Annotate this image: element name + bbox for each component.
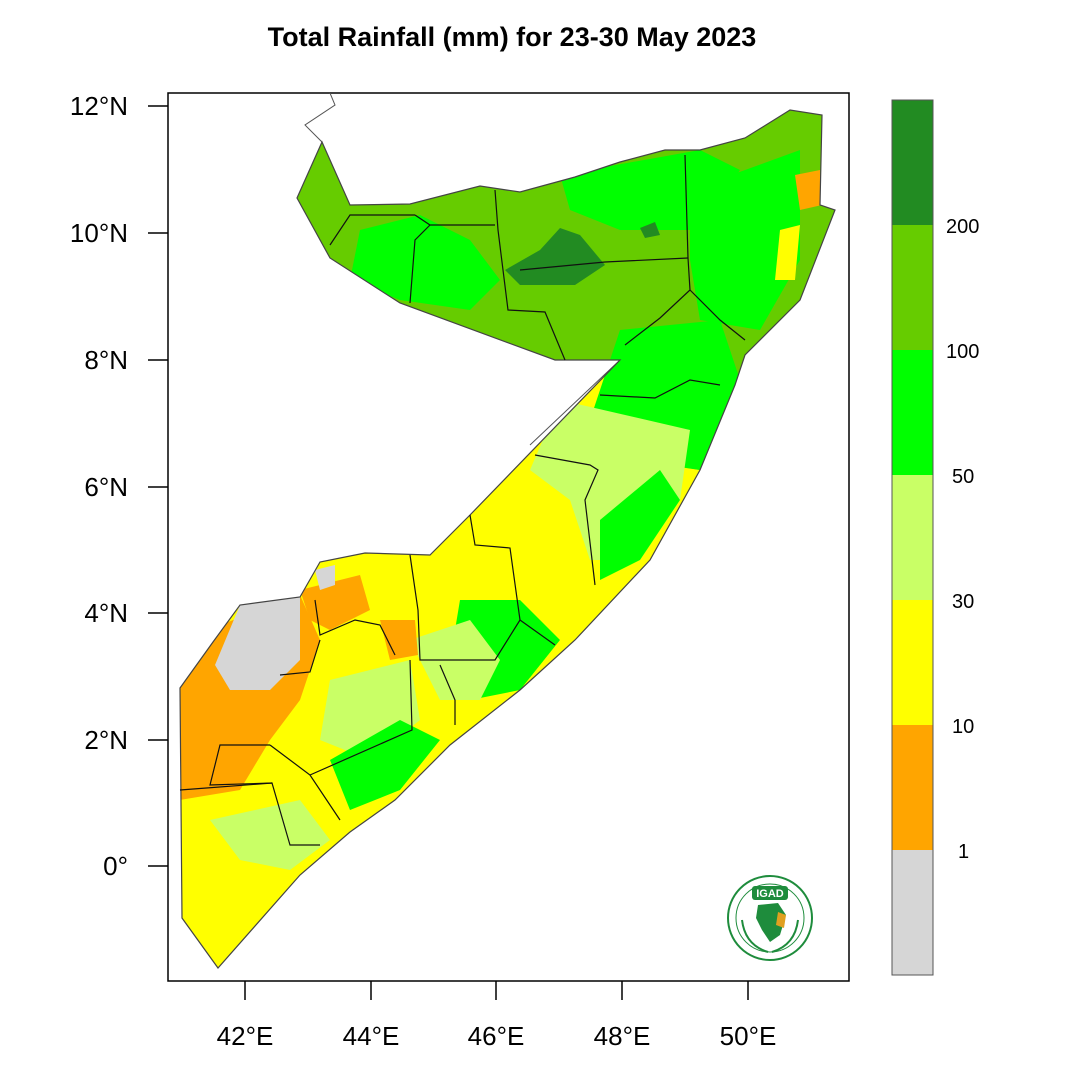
- legend-swatch: [892, 725, 933, 850]
- rain-zone-50-100-lower-shabelle: [330, 720, 440, 810]
- rain-zone-50-100-northwest: [350, 215, 500, 310]
- rain-zone-50-100-northeast: [690, 150, 800, 330]
- legend: 1 10 30 50 100 200: [891, 99, 979, 976]
- rain-zone-30-50-juba: [210, 800, 330, 870]
- lon-tick-label: 48°E: [594, 1021, 651, 1051]
- lat-tick-label: 0°: [103, 851, 128, 881]
- ethiopia-border-line: [529, 359, 621, 446]
- lon-tick-label: 50°E: [720, 1021, 777, 1051]
- legend-label: 100: [946, 341, 979, 363]
- legend-swatch: [892, 600, 933, 725]
- legend-swatch: [892, 225, 933, 350]
- rain-zone-below-1-small: [315, 565, 335, 590]
- legend-label: 200: [946, 216, 979, 238]
- legend-label: 10: [952, 716, 974, 738]
- rain-zone-1-10-northeast-tip: [795, 170, 822, 210]
- legend-label: 1: [958, 841, 969, 863]
- legend-swatch: [892, 350, 933, 475]
- rain-zone-below-1-gedo: [215, 597, 300, 690]
- legend-swatch: [892, 100, 933, 225]
- djibouti-border-line: [304, 93, 336, 143]
- rain-zone-10-30-coast: [775, 225, 800, 280]
- lat-tick-label: 8°N: [84, 345, 128, 375]
- lat-tick-label: 10°N: [70, 218, 128, 248]
- lat-tick-label: 4°N: [84, 598, 128, 628]
- rain-zone-50-100-coastal: [600, 470, 680, 580]
- legend-border: [891, 99, 934, 976]
- legend-label: 50: [952, 466, 974, 488]
- longitude-axis: 42°E 44°E 46°E 48°E 50°E: [217, 981, 777, 1051]
- lon-tick-label: 42°E: [217, 1021, 274, 1051]
- map-title: Total Rainfall (mm) for 23-30 May 2023: [267, 22, 757, 52]
- legend-label: 30: [952, 591, 974, 613]
- latitude-axis: 12°N 10°N 8°N 6°N 4°N 2°N 0°: [70, 91, 168, 881]
- lon-tick-label: 44°E: [343, 1021, 400, 1051]
- lat-tick-label: 2°N: [84, 725, 128, 755]
- admin-boundaries: [179, 154, 746, 846]
- logo-text: IGAD: [756, 888, 784, 900]
- lat-tick-label: 6°N: [84, 472, 128, 502]
- rain-zone-1-10-patch: [380, 620, 418, 660]
- rain-zone-200-plus: [505, 228, 605, 285]
- lat-tick-label: 12°N: [70, 91, 128, 121]
- somalia-outline: [179, 109, 836, 969]
- legend-swatch: [892, 850, 933, 975]
- igad-logo-icon: IGAD: [727, 875, 813, 961]
- lon-tick-label: 46°E: [468, 1021, 525, 1051]
- legend-swatch: [892, 475, 933, 600]
- rain-zone-200-plus-small: [640, 222, 660, 238]
